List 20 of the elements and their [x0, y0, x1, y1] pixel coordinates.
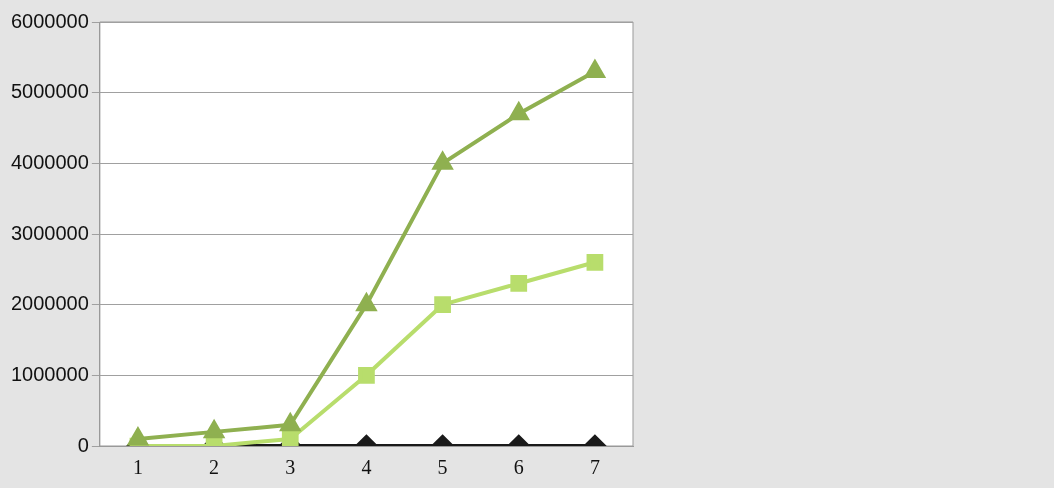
- point: [432, 152, 453, 170]
- y-tick-label: 3000000: [10, 221, 89, 244]
- x-tick-label: 3: [285, 456, 296, 479]
- y-tick-label: 5000000: [10, 80, 89, 103]
- x-tick-label: 5: [437, 456, 448, 479]
- y-tick-label: 2000000: [10, 292, 89, 315]
- y-tick-label: 4000000: [10, 150, 89, 173]
- y-tick-label: 0: [77, 433, 89, 456]
- x-tick-label: 1: [132, 456, 143, 479]
- point: [355, 291, 378, 312]
- point: [585, 60, 605, 78]
- y-tick-label: 6000000: [10, 9, 89, 32]
- point: [508, 100, 530, 121]
- point: [203, 418, 226, 439]
- point: [279, 411, 302, 432]
- y-tick-label: 1000000: [10, 362, 89, 385]
- x-tick-label: 4: [361, 456, 372, 479]
- x-tick-label: 7: [589, 456, 600, 479]
- x-tick-label: 2: [209, 456, 220, 479]
- x-tick-label: 6: [513, 456, 524, 479]
